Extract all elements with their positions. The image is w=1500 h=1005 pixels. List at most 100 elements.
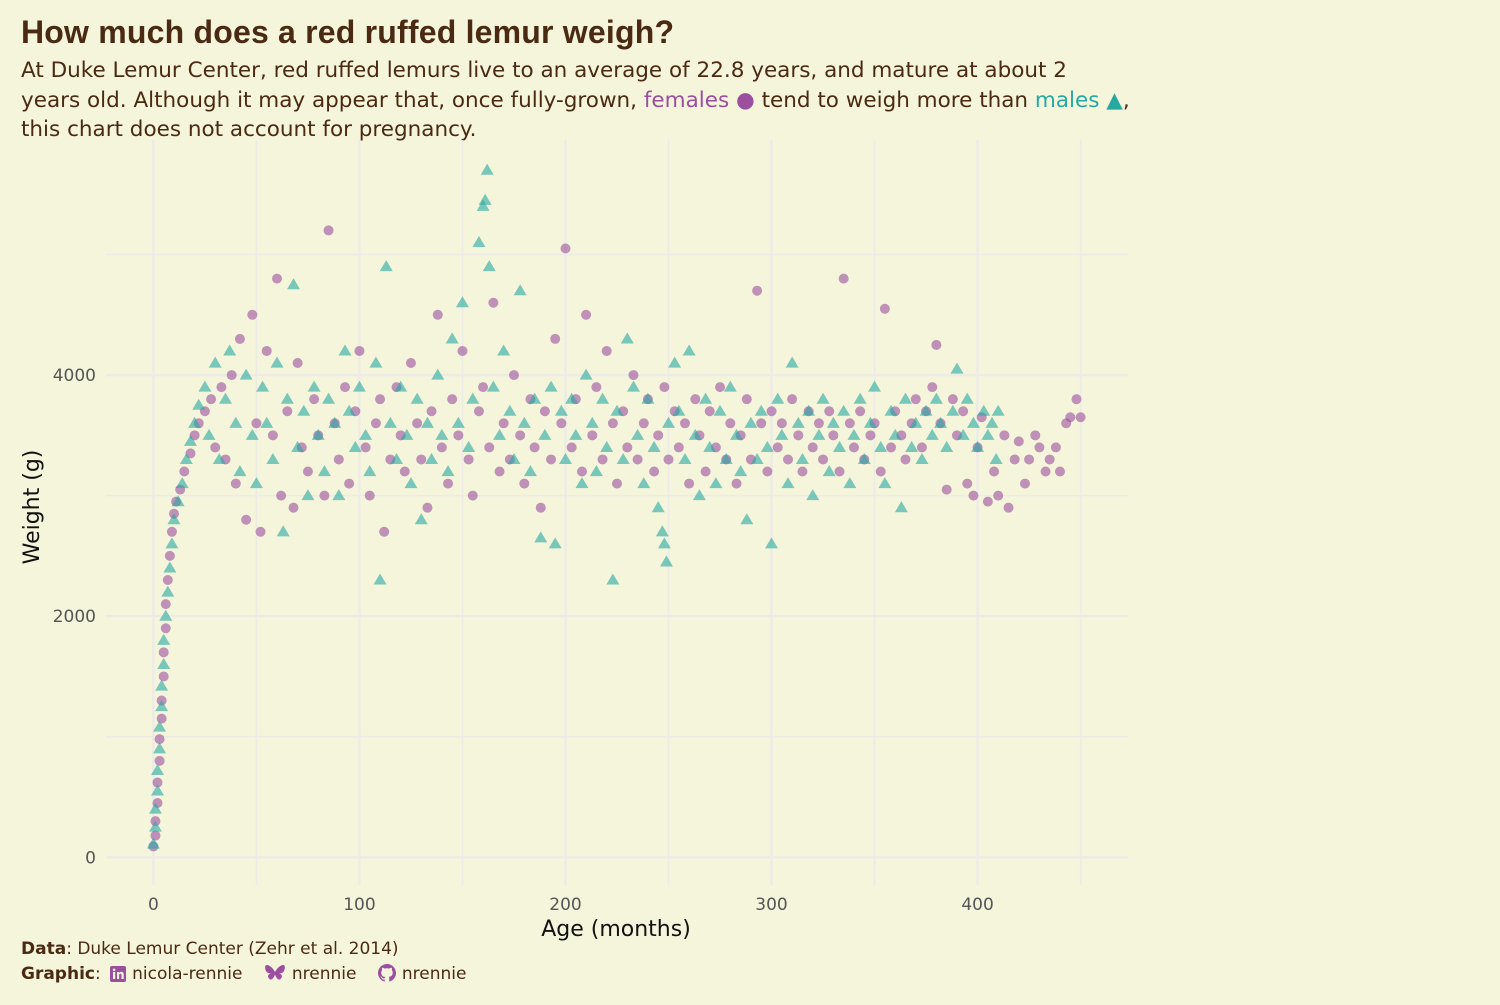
male-point [212,452,226,465]
male-point [151,784,165,796]
x-tick-label: 200 [549,895,581,915]
female-point [344,478,355,489]
female-point [793,430,804,441]
female-point [206,394,217,405]
male-point [507,452,521,465]
y-tick-label: 2000 [53,607,96,627]
male-point [493,428,507,440]
male-point [989,452,1003,465]
female-point [432,309,443,320]
male-point [888,428,902,440]
male-point [297,404,311,416]
female-point [478,382,489,393]
male-point [837,404,851,416]
male-point [229,416,243,428]
female-point [226,370,237,381]
female-point [1003,502,1014,513]
male-point [317,465,331,477]
male-point [905,440,919,452]
female-point [783,454,794,465]
male-point [826,416,840,428]
female-circle-icon: ● [736,87,755,113]
female-point [653,430,664,441]
male-point [363,465,377,477]
male-point [534,531,548,543]
male-point [379,260,393,272]
female-point [364,490,375,501]
y-tick-label: 4000 [53,366,96,386]
female-point [426,406,437,417]
male-point [280,392,294,404]
female-point [546,454,557,465]
male-point [373,573,387,585]
female-point [230,478,241,489]
male-point [472,235,486,248]
female-point [179,466,190,477]
male-point [610,404,624,416]
male-point [894,501,908,513]
female-point [931,339,942,350]
male-point [148,802,162,814]
male-point [410,392,424,404]
male-point [771,392,785,404]
female-point [375,394,386,405]
male-point [497,344,511,356]
male-point [342,404,356,416]
female-point [288,502,299,513]
male-point [517,416,531,428]
linkedin-icon [110,965,127,990]
female-point [684,478,695,489]
male-point [868,380,882,392]
female-point [1065,412,1076,423]
subtitle-text-1: At Duke Lemur Center, red ruffed lemurs … [21,58,1067,113]
female-point [261,345,272,356]
male-point [579,368,593,380]
female-point [309,394,320,405]
female-point [715,382,726,393]
male-point [985,416,999,428]
female-point [399,466,410,477]
male-point [600,440,614,452]
female-point [436,442,447,453]
graphic-credit-separator: : [95,964,101,984]
female-point [519,478,530,489]
x-tick-label: 100 [343,895,375,915]
female-point [160,623,171,634]
male-point [270,356,284,368]
male-point [352,380,366,392]
female-point [255,526,266,537]
female-point [916,442,927,453]
male-point [466,392,480,404]
male-point [806,489,820,501]
male-point [795,452,809,465]
female-point [776,418,787,429]
female-point [601,345,612,356]
male-point [445,332,459,344]
male-point [874,440,888,452]
male-point [287,278,301,290]
male-point [626,380,640,392]
data-credit-label: Data [21,939,67,959]
female-point [1009,454,1020,465]
linkedin-handle: nicola-rennie [132,964,243,984]
male-point [503,404,517,416]
male-point [662,416,676,428]
female-point [848,442,859,453]
male-point [589,465,603,477]
male-point [192,398,206,410]
male-point [369,356,383,368]
female-point [679,418,690,429]
male-point [513,284,527,296]
male-point [620,332,634,344]
female-point [844,418,855,429]
female-point [622,442,633,453]
male-point [641,392,655,404]
male-point [981,428,995,440]
male-point [703,440,717,452]
female-point [649,466,660,477]
female-point [576,466,587,477]
female-point [154,755,165,766]
male-point [946,404,960,416]
male-point [558,452,572,465]
female-point [412,418,423,429]
